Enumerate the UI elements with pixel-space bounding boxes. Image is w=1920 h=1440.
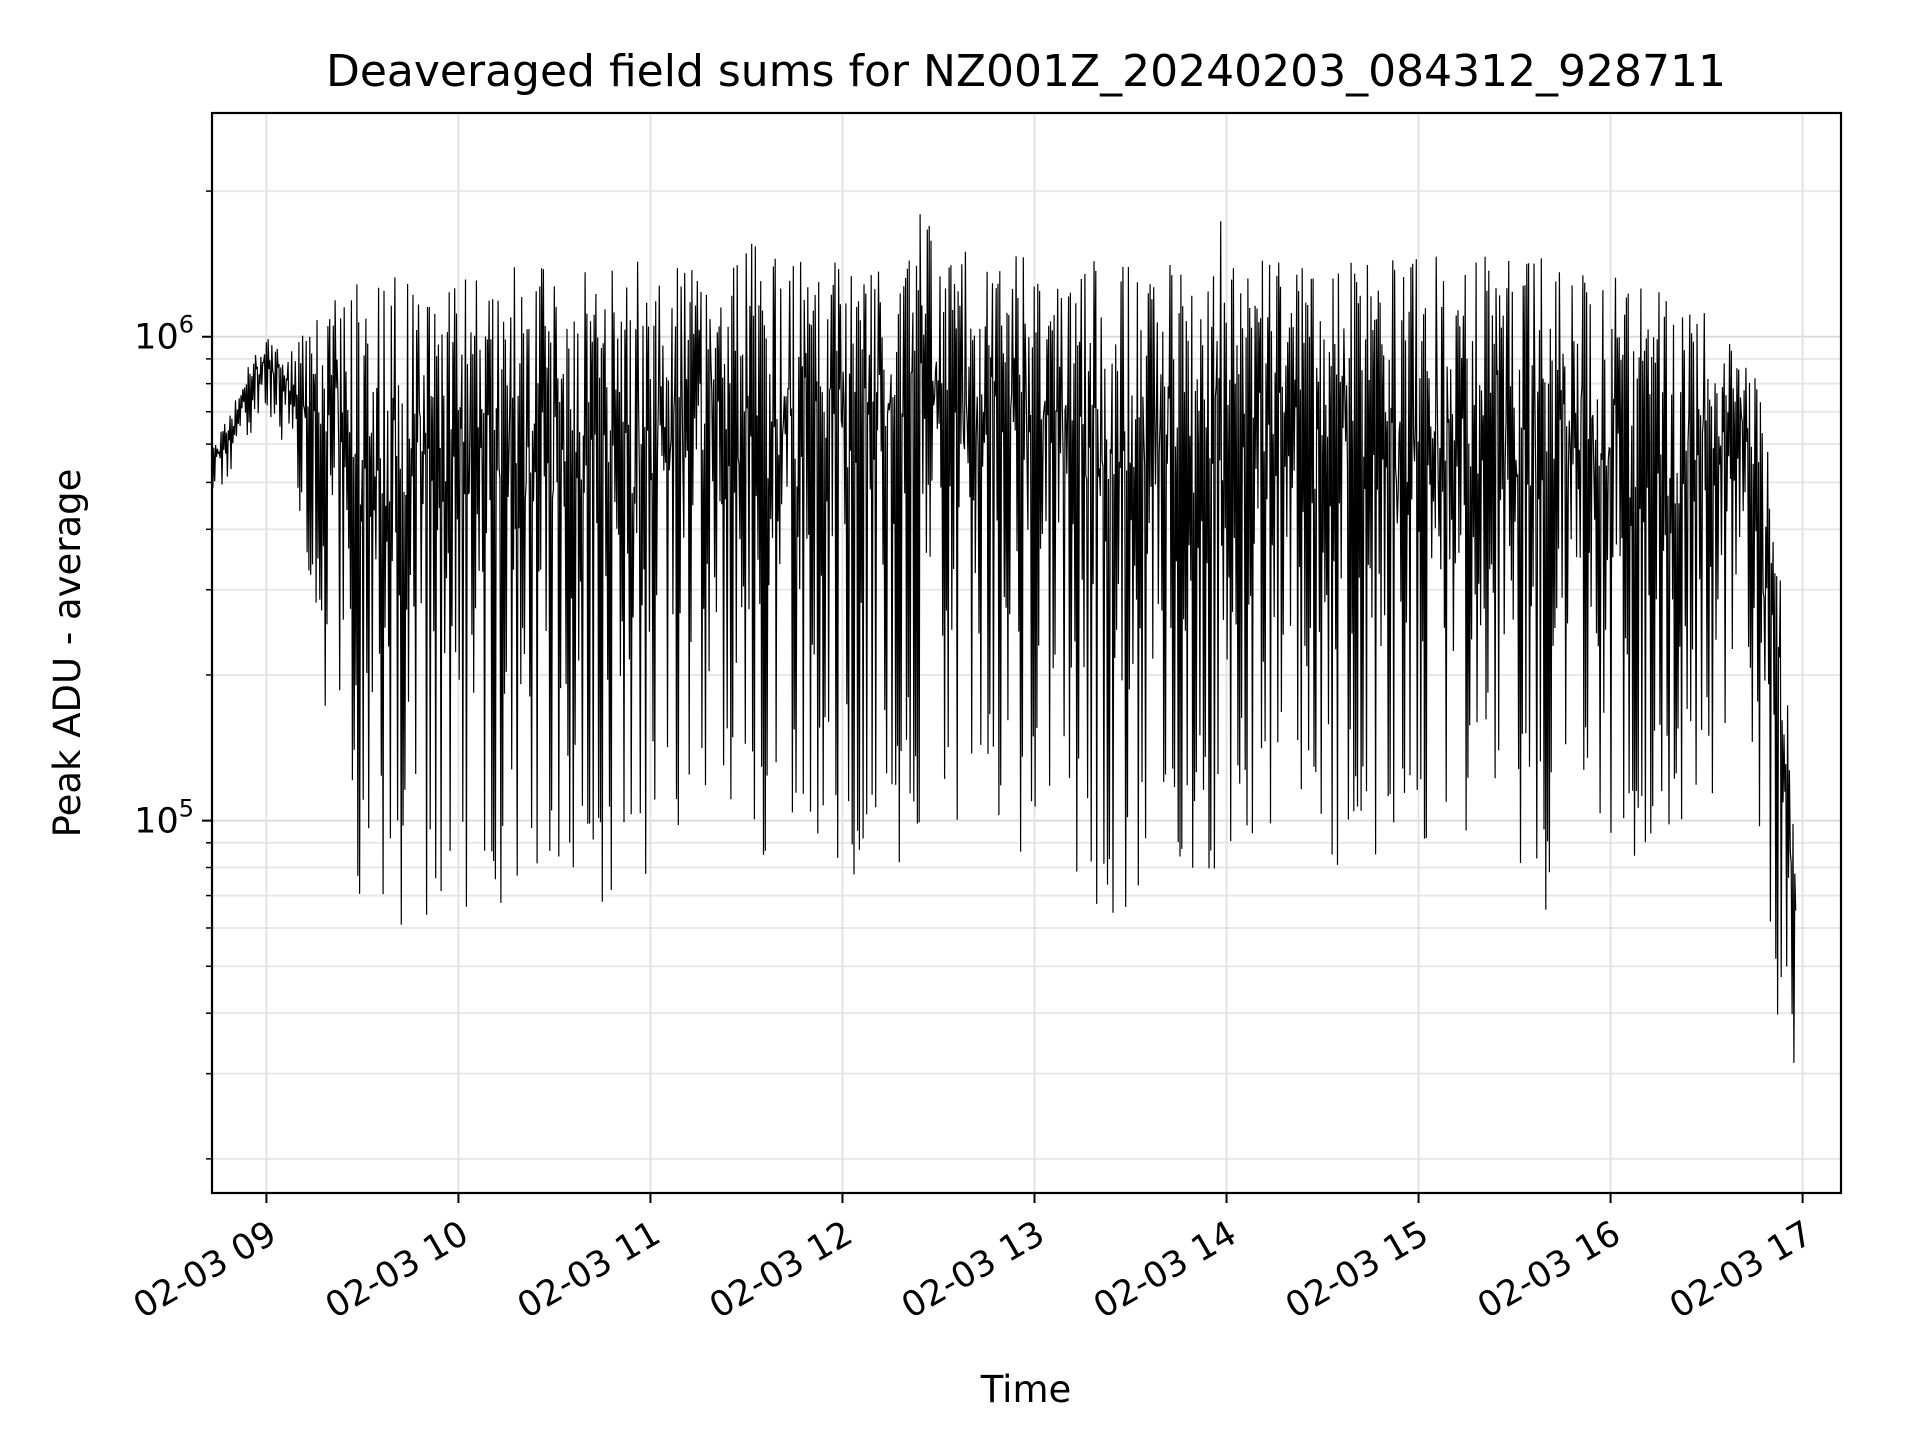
data-series bbox=[211, 214, 1797, 1063]
y-tick-label: 106 bbox=[134, 311, 194, 358]
y-tick-label: 105 bbox=[134, 795, 194, 842]
x-axis-label: Time bbox=[980, 1368, 1072, 1411]
y-axis-label: Peak ADU - average bbox=[46, 469, 89, 838]
series-line bbox=[211, 214, 1797, 1063]
plot-frame bbox=[210, 111, 1843, 1195]
chart-title: Deaveraged field sums for NZ001Z_2024020… bbox=[326, 46, 1726, 97]
